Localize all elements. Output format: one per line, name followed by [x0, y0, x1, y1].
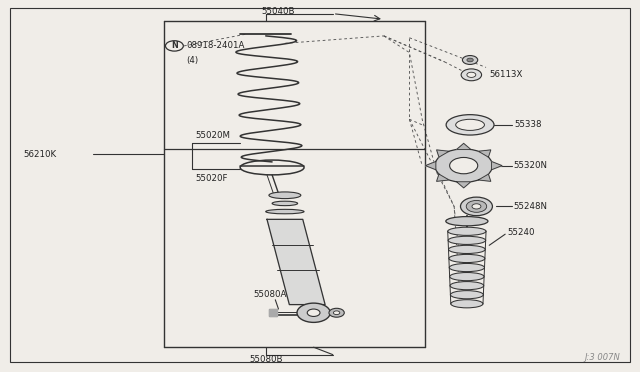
Polygon shape: [436, 174, 449, 181]
Ellipse shape: [266, 209, 304, 214]
Ellipse shape: [269, 192, 301, 199]
Ellipse shape: [451, 300, 483, 308]
Text: 55020M: 55020M: [195, 131, 230, 141]
Text: 55338: 55338: [515, 121, 542, 129]
Ellipse shape: [272, 201, 298, 206]
Text: 55320N: 55320N: [513, 161, 547, 170]
Polygon shape: [492, 161, 502, 170]
Text: 56210K: 56210K: [23, 150, 56, 159]
Polygon shape: [478, 150, 491, 157]
Text: 55248N: 55248N: [513, 202, 547, 211]
Text: N: N: [171, 41, 178, 51]
Circle shape: [329, 308, 344, 317]
Circle shape: [461, 197, 492, 216]
Text: 56113X: 56113X: [489, 70, 523, 79]
Ellipse shape: [456, 119, 484, 131]
Circle shape: [450, 157, 477, 174]
Circle shape: [297, 303, 330, 323]
Circle shape: [467, 58, 473, 62]
Circle shape: [307, 309, 320, 317]
Text: (4): (4): [186, 56, 198, 65]
Polygon shape: [456, 182, 471, 188]
Ellipse shape: [451, 291, 483, 299]
Text: 55080B: 55080B: [249, 355, 282, 363]
Circle shape: [467, 201, 486, 212]
Ellipse shape: [448, 236, 486, 244]
Circle shape: [467, 72, 476, 77]
Circle shape: [333, 311, 340, 315]
Ellipse shape: [448, 227, 486, 235]
Text: 55080A: 55080A: [253, 291, 286, 299]
Circle shape: [463, 55, 477, 64]
Text: 08918-2401A: 08918-2401A: [186, 41, 244, 51]
Text: J:3 007N: J:3 007N: [584, 353, 620, 362]
Ellipse shape: [449, 246, 485, 253]
Circle shape: [472, 204, 481, 209]
Ellipse shape: [450, 282, 484, 290]
Polygon shape: [478, 174, 491, 181]
Polygon shape: [269, 310, 276, 316]
Ellipse shape: [446, 217, 488, 226]
Circle shape: [435, 149, 492, 182]
Polygon shape: [436, 150, 449, 157]
Text: 55240: 55240: [507, 228, 534, 237]
Text: 55020F: 55020F: [195, 174, 228, 183]
Circle shape: [461, 69, 481, 81]
Polygon shape: [426, 161, 436, 170]
Ellipse shape: [450, 273, 484, 280]
Text: 55040B: 55040B: [262, 7, 295, 16]
Polygon shape: [267, 219, 325, 305]
Polygon shape: [456, 143, 471, 150]
Ellipse shape: [449, 263, 484, 272]
Ellipse shape: [449, 254, 485, 263]
Ellipse shape: [446, 115, 494, 135]
